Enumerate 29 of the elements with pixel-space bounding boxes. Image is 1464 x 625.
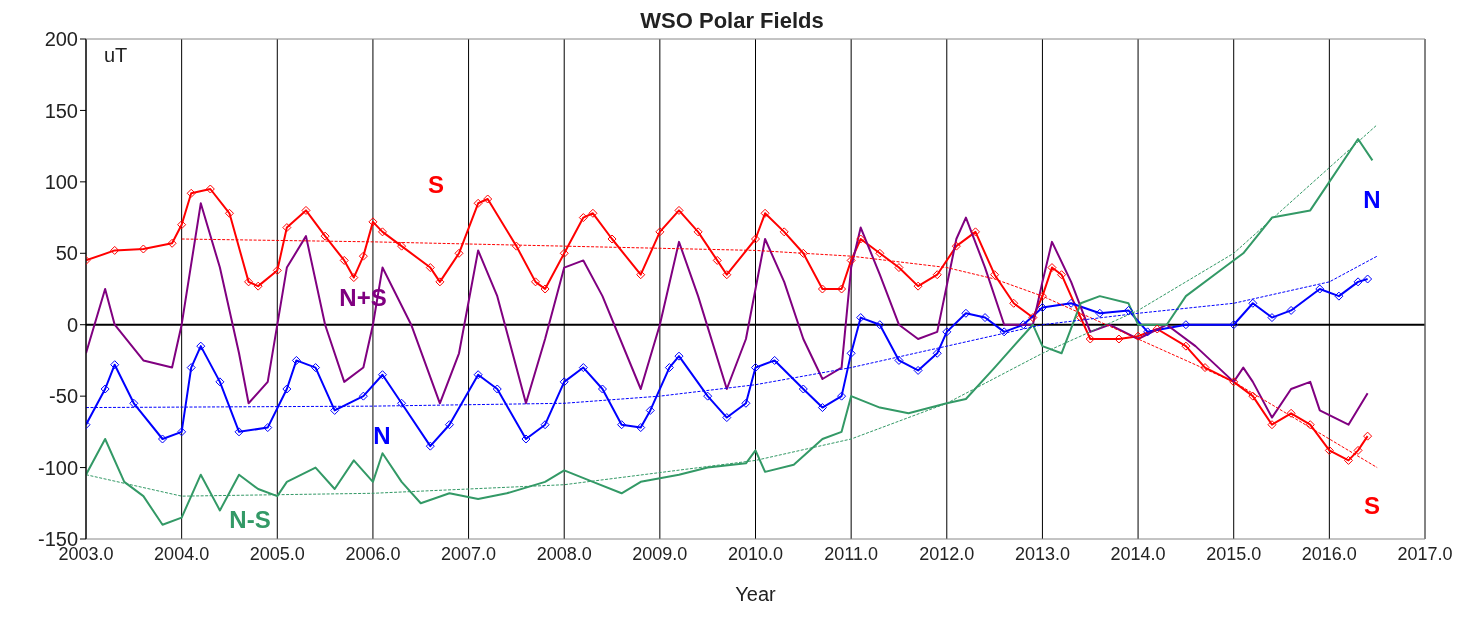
y-tick-label: -100 — [37, 456, 78, 479]
series-label: N — [373, 422, 391, 450]
x-tick-label: 2005.0 — [249, 543, 305, 564]
series-label: N-S — [229, 506, 271, 534]
y-axis-title: uT — [104, 44, 128, 67]
y-tick-label: -50 — [49, 385, 78, 408]
annotation: S — [1363, 492, 1381, 520]
chart-title: WSO Polar Fields — [640, 8, 824, 33]
y-tick-label: 50 — [55, 242, 78, 265]
x-tick-label: 2006.0 — [345, 543, 401, 564]
x-tick-label: 2014.0 — [1110, 543, 1166, 564]
x-tick-label: 2011.0 — [824, 543, 878, 564]
x-tick-label: 2013.0 — [1014, 543, 1070, 564]
x-tick-label: 2017.0 — [1397, 543, 1453, 564]
x-tick-label: 2007.0 — [441, 543, 497, 564]
x-tick-label: 2015.0 — [1206, 543, 1262, 564]
x-tick-label: 2010.0 — [727, 543, 784, 564]
x-tick-label: 2012.0 — [919, 543, 975, 564]
y-tick-label: 150 — [44, 99, 78, 122]
x-axis-title: Year — [735, 583, 777, 605]
y-tick-label: 200 — [44, 28, 78, 51]
annotation: N — [1363, 186, 1381, 214]
x-tick-label: 2004.0 — [154, 543, 210, 564]
y-tick-label: 0 — [66, 313, 78, 336]
x-tick-label: 2009.0 — [632, 543, 688, 564]
x-tick-label: 2008.0 — [536, 543, 592, 564]
x-tick-label: 2016.0 — [1301, 543, 1357, 564]
y-tick-label: 100 — [44, 170, 78, 193]
series-label: S — [427, 171, 445, 199]
